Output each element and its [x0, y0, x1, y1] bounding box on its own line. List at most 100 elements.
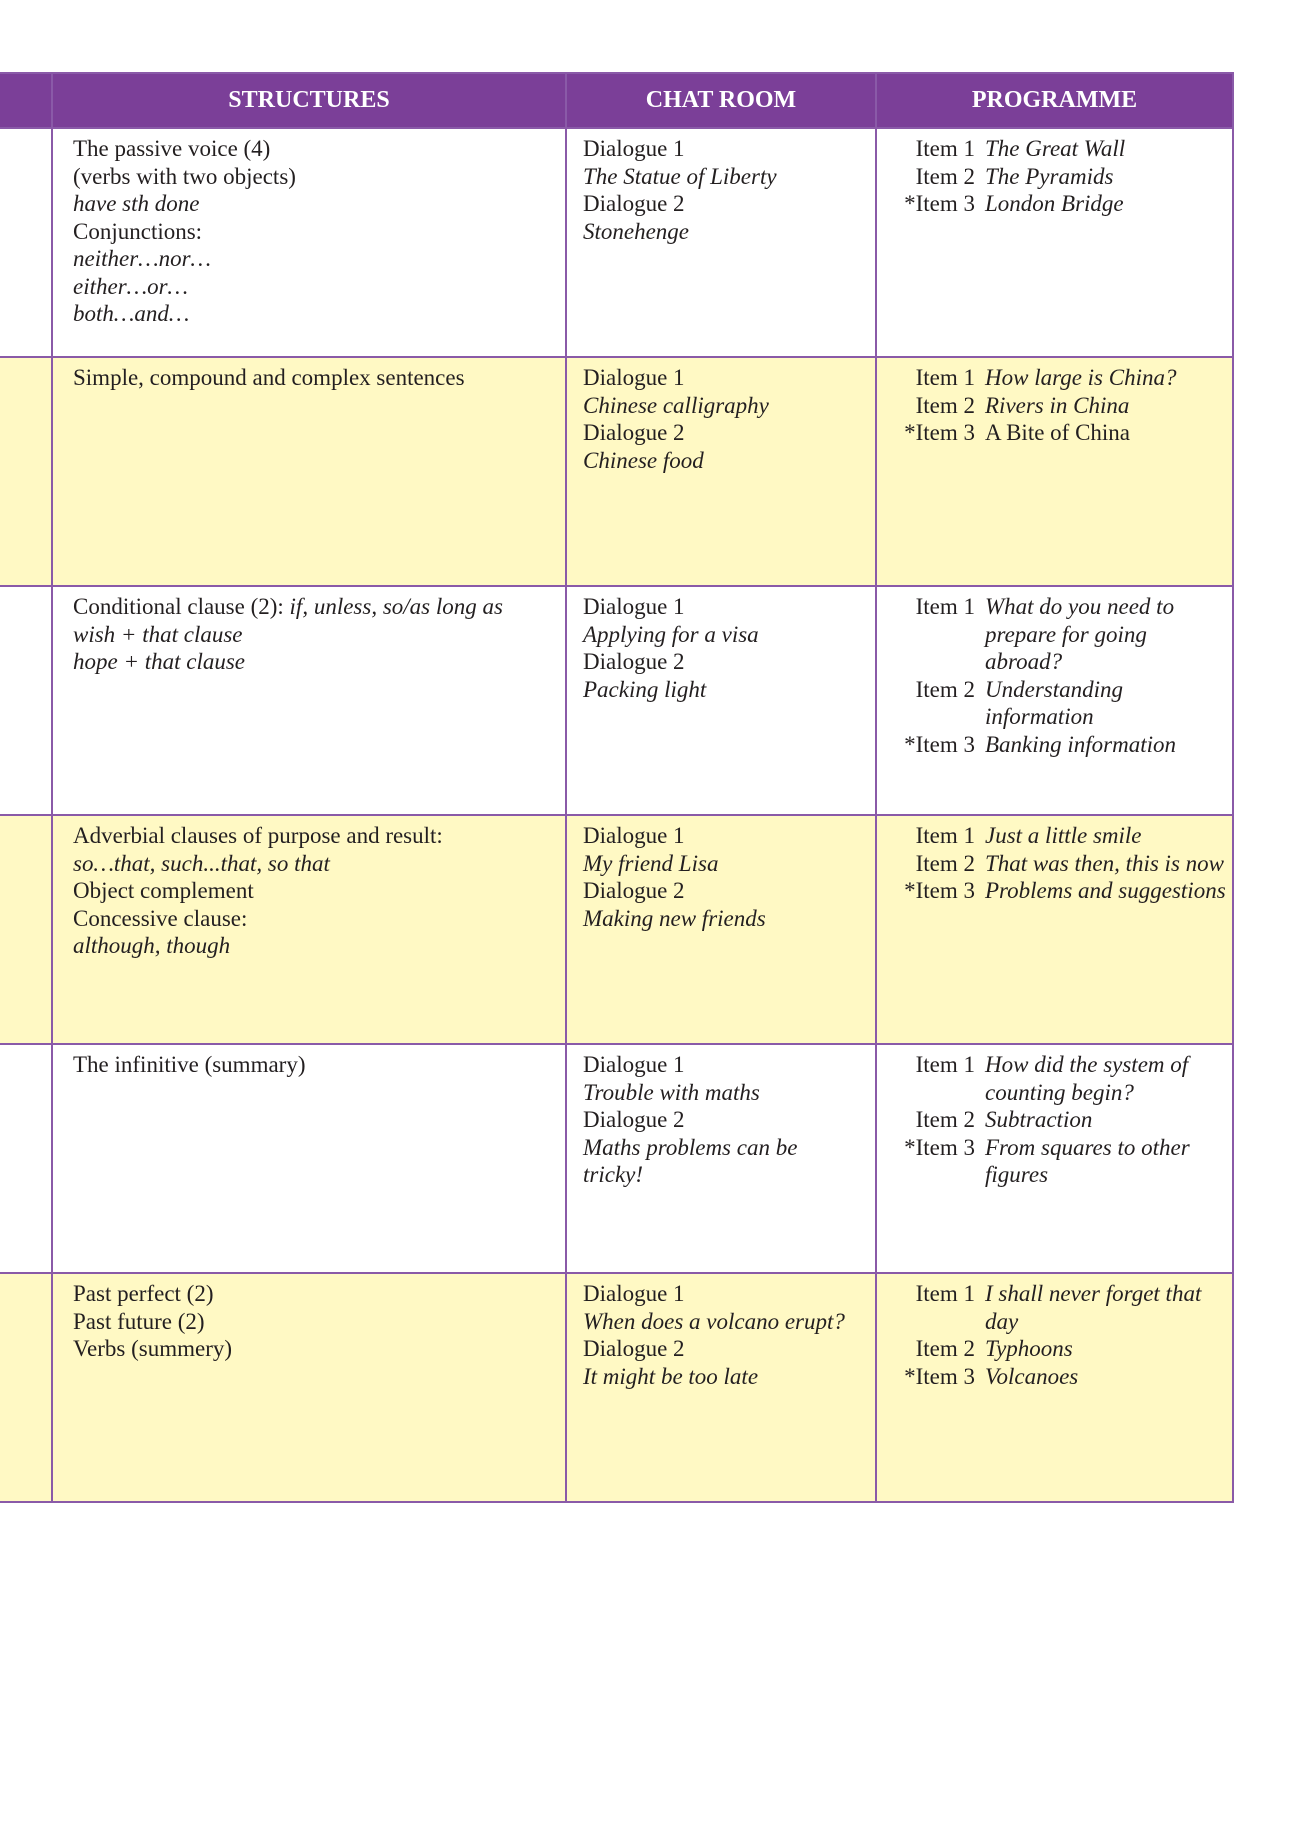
item-label: *Item 3: [904, 1134, 975, 1160]
item-label: Item 2: [915, 850, 975, 876]
chat-room-cell: Dialogue 1 Trouble with maths Dialogue 2 Ma…: [565, 1043, 877, 1274]
dialogue-title: Applying for a visa: [583, 621, 759, 647]
item-title: Rivers in China: [985, 392, 1130, 418]
item-title: Typhoons: [985, 1336, 1073, 1361]
item-label: Item 1: [915, 365, 975, 390]
programme-item: *Item 3 Banking information: [889, 731, 1228, 759]
programme-item: Item 2 Understanding information: [889, 676, 1228, 731]
structure-line: wish + that clause: [73, 621, 243, 647]
item-label: Item 2: [915, 676, 975, 702]
dialogue-title: Chinese food: [583, 447, 704, 473]
item-label: Item 2: [915, 1107, 975, 1132]
dialogue-title: Packing light: [583, 676, 707, 702]
dialogue-title: Trouble with maths: [583, 1079, 760, 1105]
dialogue-label: Dialogue 2: [583, 649, 685, 674]
row-stub: [0, 585, 53, 816]
programme-item: Item 1 How did the system of counting beg…: [889, 1051, 1228, 1106]
dialogue-label: Dialogue 1: [583, 1281, 685, 1306]
structure-line: The infinitive (summary): [73, 1052, 306, 1077]
row-stub: [0, 1272, 53, 1503]
structure-line: Conjunctions:: [73, 218, 203, 244]
structures-cell: Conditional clause (2): if, unless, so/a…: [51, 585, 567, 816]
programme-item: *Item 3 Volcanoes: [889, 1363, 1228, 1391]
item-title: London Bridge: [985, 191, 1124, 216]
dialogue-label: Dialogue 2: [583, 420, 685, 445]
item-title: Problems and suggestions: [985, 878, 1226, 903]
item-title: Just a little smile: [985, 823, 1142, 848]
item-label: Item 1: [915, 1281, 975, 1306]
item-title: How did the system of counting begin?: [985, 1052, 1189, 1105]
programme-cell: Item 1 How did the system of counting beg…: [875, 1043, 1234, 1274]
dialogue-title: Making new friends: [583, 905, 766, 931]
row-stub: [0, 127, 53, 358]
chat-room-cell: Dialogue 1 When does a volcano erupt? Dial…: [565, 1272, 877, 1503]
programme-item: Item 2 That was then, this is now: [889, 850, 1228, 878]
structure-line: have sth done: [73, 191, 200, 216]
item-label: Item 1: [915, 594, 975, 619]
item-title: A Bite of China: [985, 420, 1131, 445]
structure-line: either…or…: [73, 273, 188, 299]
structure-line: Past future (2): [73, 1308, 205, 1334]
item-label: *Item 3: [904, 420, 975, 445]
item-label: Item 2: [915, 163, 975, 189]
item-title: Understanding information: [985, 676, 1123, 730]
dialogue-title: The Statue of Liberty: [583, 163, 777, 189]
table-row: Simple, compound and complex sentences Di…: [0, 356, 1234, 587]
programme-cell: Item 1 How large is China? Item 2 Rivers in…: [875, 356, 1234, 587]
dialogue-label: Dialogue 2: [583, 191, 685, 216]
programme-item: Item 2 Typhoons: [889, 1335, 1228, 1363]
dialogue-label: Dialogue 2: [583, 878, 685, 903]
item-label: Item 2: [915, 1336, 975, 1361]
item-label: *Item 3: [904, 191, 975, 216]
structure-line: Conditional clause (2): if, unless, so/a…: [73, 594, 503, 619]
dialogue-label: Dialogue 1: [583, 136, 685, 161]
structure-line: neither…nor…: [73, 246, 211, 271]
structures-cell: The infinitive (summary): [51, 1043, 567, 1274]
table-row: Past perfect (2) Past future (2) Verbs (su…: [0, 1272, 1234, 1503]
structures-cell: Simple, compound and complex sentences: [51, 356, 567, 587]
item-label: Item 1: [915, 1052, 975, 1077]
dialogue-label: Dialogue 1: [583, 365, 685, 390]
structure-line: hope + that clause: [73, 649, 246, 674]
chat-room-cell: Dialogue 1 My friend Lisa Dialogue 2 Making…: [565, 814, 877, 1045]
dialogue-title: Chinese calligraphy: [583, 392, 769, 418]
item-title: From squares to other figures: [985, 1134, 1190, 1188]
dialogue-label: Dialogue 2: [583, 1107, 685, 1132]
programme-item: *Item 3 From squares to other figures: [889, 1134, 1228, 1189]
item-title: Banking information: [985, 731, 1177, 757]
programme-item: Item 1 I shall never forget that day: [889, 1280, 1228, 1335]
table-row: The passive voice (4) (verbs with two obj…: [0, 127, 1234, 358]
header-structures: STRUCTURES: [51, 72, 567, 129]
programme-item: *Item 3 A Bite of China: [889, 419, 1228, 447]
programme-item: Item 1 Just a little smile: [889, 822, 1228, 850]
item-title: How large is China?: [985, 365, 1177, 390]
header-programme: PROGRAMME: [875, 72, 1234, 129]
item-label: *Item 3: [904, 731, 975, 757]
structure-line: Object complement: [73, 878, 254, 903]
structure-line: Concessive clause:: [73, 905, 248, 931]
item-title: What do you need to prepare for going ab…: [985, 594, 1175, 674]
programme-item: *Item 3 Problems and suggestions: [889, 877, 1228, 905]
programme-item: Item 2 The Pyramids: [889, 163, 1228, 191]
header-row: STRUCTURES CHAT ROOM PROGRAMME: [0, 72, 1234, 129]
table-row: Conditional clause (2): if, unless, so/a…: [0, 585, 1234, 816]
dialogue-title: It might be too late: [583, 1363, 759, 1389]
structure-line: (verbs with two objects): [73, 163, 296, 189]
structure-line: although, though: [73, 933, 231, 958]
dialogue-label: Dialogue 1: [583, 594, 685, 619]
structure-line: The passive voice (4): [73, 136, 271, 161]
dialogue-title: Stonehenge: [583, 218, 690, 244]
structure-line: both…and…: [73, 301, 190, 326]
dialogue-label: Dialogue 2: [583, 1336, 685, 1361]
item-label: *Item 3: [904, 878, 975, 903]
chat-room-cell: Dialogue 1 The Statue of Liberty Dialogue …: [565, 127, 877, 358]
structure-line: so…that, such...that, so that: [73, 850, 330, 876]
dialogue-title: When does a volcano erupt?: [583, 1308, 845, 1334]
item-title: That was then, this is now: [985, 850, 1224, 876]
table-row: Adverbial clauses of purpose and result:…: [0, 814, 1234, 1045]
programme-cell: Item 1 Just a little smile Item 2 That was …: [875, 814, 1234, 1045]
structure-line: Past perfect (2): [73, 1281, 214, 1306]
structure-line: Verbs (summery): [73, 1336, 233, 1361]
structure-line: Simple, compound and complex sentences: [73, 365, 465, 390]
structures-cell: The passive voice (4) (verbs with two obj…: [51, 127, 567, 358]
